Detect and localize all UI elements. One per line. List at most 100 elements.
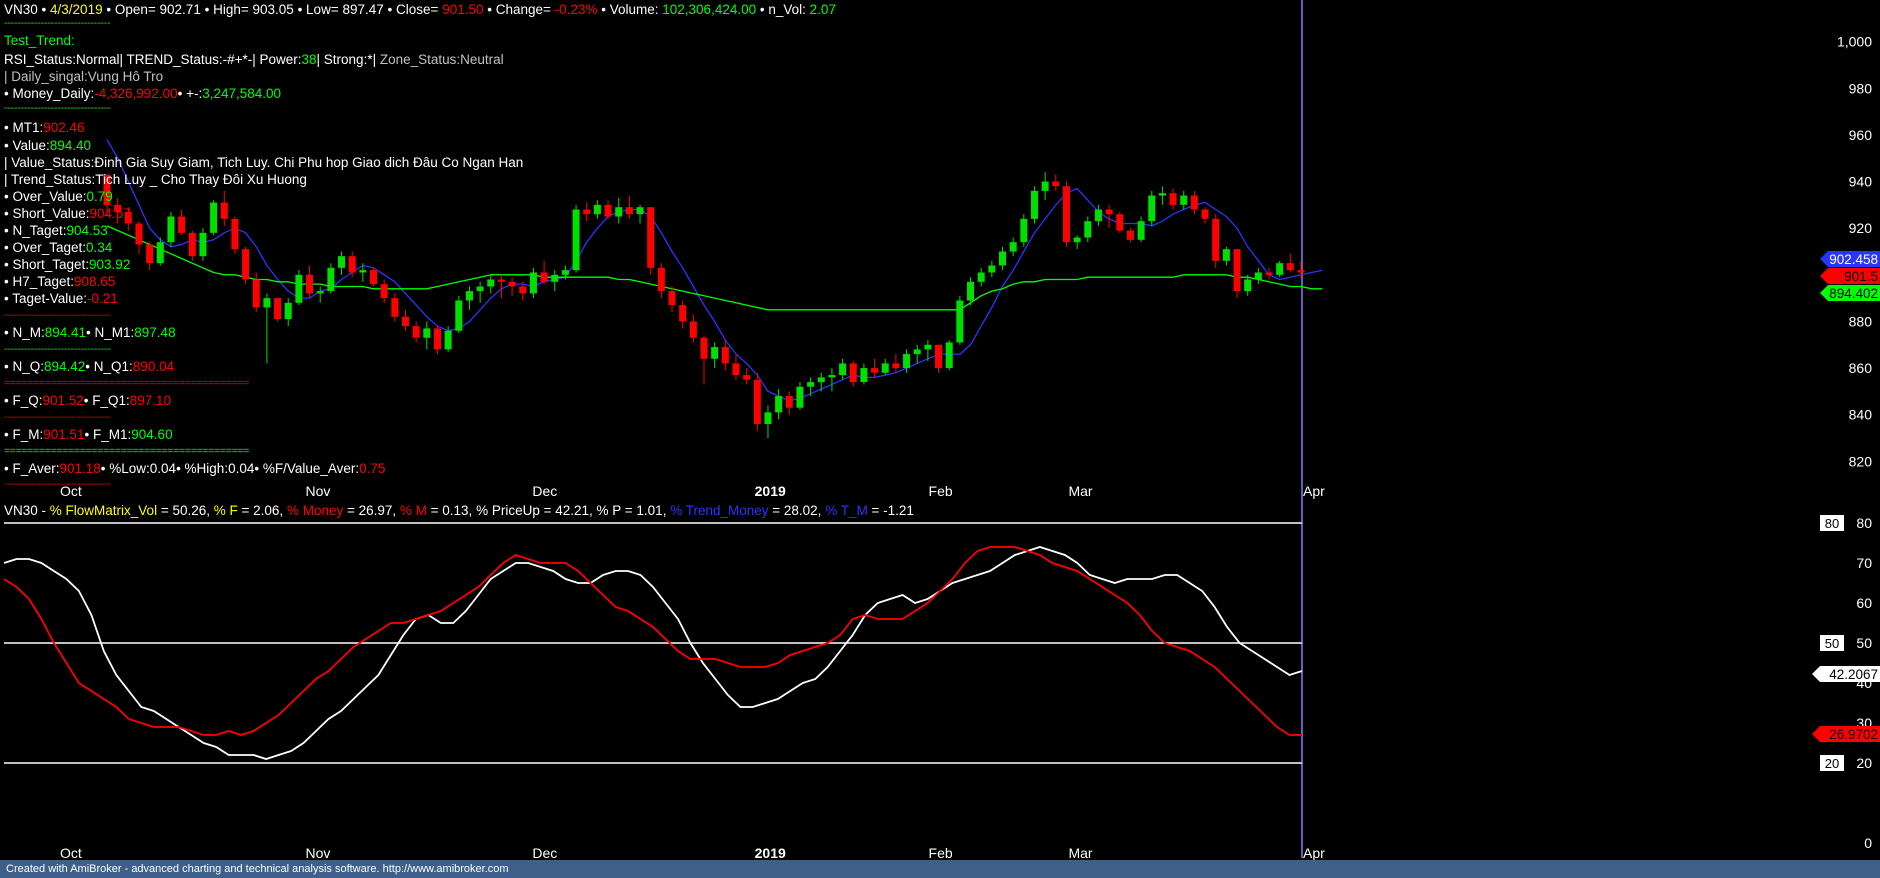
x-tick-label: Feb [929,845,953,861]
lower-indicator-lines [3,546,1303,760]
candle-body [1233,249,1241,292]
x-tick-label: Dec [532,845,557,861]
price-label-text: 901.5 [1844,269,1878,284]
price-label-box [1812,726,1880,742]
candle-body [817,377,825,383]
candle-body [657,267,665,292]
value-status: | Value_Status:Đinh Gia Suy Giam, Tich L… [4,155,523,170]
price-label-text: 894.402 [1829,286,1878,301]
candle-body [188,232,196,257]
candlesticks [103,172,1305,439]
candle-body [775,396,783,413]
candle-body [1041,181,1049,191]
candle-body [561,270,569,275]
info-panel: -------------------------------- Test_Tr… [4,18,523,490]
level-label-box [1820,515,1844,531]
candle-body [167,216,175,243]
series-line-priceup [3,546,1303,760]
test-trend-label: Test_Trend: [4,33,75,48]
y-tick-label: 960 [1849,127,1873,143]
candle-body [391,298,399,317]
candle-body [871,368,879,373]
x-tick-label: Nov [306,483,331,499]
x-tick-label: Mar [1068,845,1092,861]
over-taget-line: • Over_Taget:0.34 [4,240,113,255]
y-tick-label: 60 [1856,595,1872,611]
candle-body [924,344,932,350]
separator: -------------------------------- [4,103,111,114]
y-tick-label: 820 [1849,453,1873,469]
candle-body [967,281,975,301]
candle-body [1286,263,1294,271]
y-tick-label: 50 [1856,635,1872,651]
candle-body [135,223,143,245]
candle-body [210,202,218,233]
taget-value-line: • Taget-Value:-0.21 [4,291,118,306]
y-tick-label: 860 [1849,360,1873,376]
short-value-line: • Short_Value:904.57 [4,206,131,221]
candle-body [1201,209,1209,219]
candle-body [476,286,484,292]
candle-body [743,375,751,380]
price-label-box [1820,268,1880,284]
candle-body [519,286,527,294]
candle-body [807,382,815,387]
price-label-box [1812,666,1880,682]
level-label-text: 80 [1825,516,1839,531]
separator-double: ========================================… [4,378,249,389]
candle-body [753,379,761,425]
candle-body [1180,195,1188,205]
candle-body [1244,279,1252,292]
price-label-box [1820,285,1880,301]
candle-body [1126,230,1134,240]
candle-body [732,363,740,376]
candle-body [178,216,186,233]
f-q-line: • F_Q:901.52• F_Q1:897.10 [4,393,171,408]
candle-body [316,291,324,294]
separator: -------------------------------- [4,310,111,321]
candle-body [945,342,953,369]
candle-body [359,270,367,273]
candle-body [679,305,687,322]
money-daily: • Money_Daily:-4,326,992.00• +-:3,247,58… [4,86,281,101]
candle-body [1137,221,1145,240]
candle-body [1254,272,1262,280]
candle-body [444,330,452,350]
y-tick-label: 880 [1849,313,1873,329]
y-tick-label: 980 [1849,80,1873,96]
candle-body [999,251,1006,266]
candle-body [497,279,505,282]
axes: 1,000980960940920900880860840820902.4589… [60,34,1880,861]
short-taget-line: • Short_Taget:903.92 [4,257,130,272]
candle-body [1169,193,1177,205]
candle-body [1212,218,1220,261]
candle-body [988,265,996,273]
y-tick-label: 0 [1864,835,1872,851]
candle-body [903,354,911,369]
candle-body [295,274,303,303]
level-label-box [1820,635,1844,651]
candle-body [199,232,207,257]
candle-body [849,363,857,383]
n-q-line: • N_Q:894.42• N_Q1:890.04 [4,359,175,374]
candle-body [284,302,292,320]
candle-body [1190,195,1198,210]
candle-body [1094,209,1102,222]
y-tick-label: 840 [1849,407,1873,423]
candle-body [380,284,388,299]
candle-body [455,300,463,331]
x-tick-label: Apr [1303,483,1325,499]
price-label-text: 902.458 [1829,252,1878,267]
candle-body [839,363,847,376]
candle-body [1052,181,1060,187]
candle-body [913,349,921,355]
candle-body [146,244,154,264]
candle-body [242,249,250,280]
level-label-box [1820,755,1844,771]
candle-body [465,291,473,301]
candle-body [370,270,378,285]
candle-body [615,207,623,217]
candle-body [402,316,409,327]
separator: -------------------------------- [4,479,111,490]
candle-body [252,279,260,308]
